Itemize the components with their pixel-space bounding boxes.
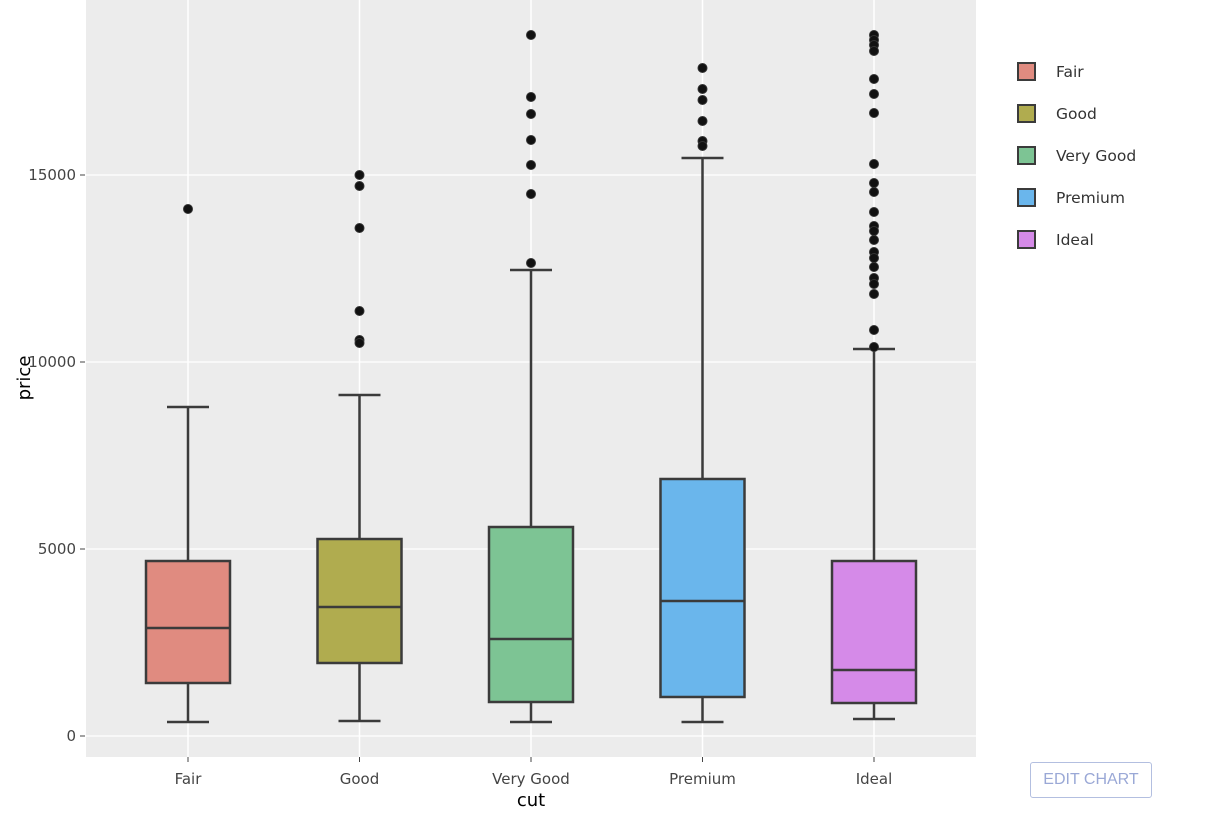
outlier-point bbox=[526, 30, 536, 41]
legend-item-premium[interactable]: Premium bbox=[1017, 188, 1125, 207]
outlier-point bbox=[697, 62, 708, 73]
outlier-point bbox=[526, 160, 536, 171]
y-axis-title: price bbox=[14, 356, 35, 401]
outlier-point bbox=[526, 258, 536, 269]
outlier-point bbox=[697, 95, 708, 106]
outlier-point bbox=[526, 91, 536, 102]
x-axis-title: cut bbox=[517, 790, 545, 811]
outlier-point bbox=[869, 278, 879, 289]
outlier-point bbox=[869, 107, 879, 118]
outlier-point bbox=[869, 262, 879, 273]
box-iqr bbox=[487, 525, 575, 704]
y-tick-label: 15000 bbox=[28, 166, 76, 184]
legend-swatch bbox=[1017, 188, 1036, 207]
outlier-point bbox=[869, 73, 879, 84]
outlier-point bbox=[869, 252, 879, 263]
y-tick-label: 10000 bbox=[28, 353, 76, 371]
outlier-point bbox=[869, 289, 879, 300]
x-tick-label: Premium bbox=[669, 770, 736, 788]
x-tick-label: Good bbox=[340, 770, 380, 788]
outlier-point bbox=[354, 222, 365, 233]
legend-swatch bbox=[1017, 146, 1036, 165]
outlier-point bbox=[869, 159, 879, 170]
legend-item-fair[interactable]: Fair bbox=[1017, 62, 1084, 81]
x-axis: Fair Good Very Good Premium Ideal bbox=[175, 757, 893, 788]
outlier-point bbox=[526, 134, 536, 145]
legend-label: Good bbox=[1056, 105, 1097, 123]
outlier-point bbox=[354, 180, 365, 191]
legend-label: Premium bbox=[1056, 189, 1125, 207]
box-iqr bbox=[659, 477, 746, 699]
outlier-point bbox=[869, 342, 879, 353]
outlier-point bbox=[526, 188, 536, 199]
y-tick-label: 0 bbox=[66, 727, 76, 745]
box-iqr bbox=[316, 537, 403, 665]
outlier-point bbox=[354, 305, 365, 316]
x-tick-label: Fair bbox=[175, 770, 203, 788]
outlier-point bbox=[526, 109, 536, 120]
outlier-point bbox=[354, 170, 365, 180]
outlier-point bbox=[869, 206, 879, 217]
box-ideal[interactable] bbox=[830, 30, 918, 721]
legend-label: Fair bbox=[1056, 63, 1084, 81]
edit-chart-button[interactable]: EDIT CHART bbox=[1030, 762, 1152, 798]
outlier-point bbox=[354, 338, 365, 349]
outlier-point bbox=[697, 115, 708, 126]
box-series bbox=[144, 30, 918, 724]
box-very-good[interactable] bbox=[487, 30, 575, 724]
legend: Fair Good Very Good Premium Ideal bbox=[1017, 62, 1136, 249]
outlier-point bbox=[697, 141, 708, 152]
outlier-point bbox=[183, 203, 193, 214]
outlier-point bbox=[869, 88, 879, 99]
x-tick-label: Ideal bbox=[856, 770, 893, 788]
outlier-point bbox=[697, 84, 708, 95]
box-good[interactable] bbox=[316, 170, 403, 723]
box-iqr bbox=[830, 559, 918, 705]
legend-label: Very Good bbox=[1056, 147, 1136, 165]
box-fair[interactable] bbox=[144, 203, 232, 724]
legend-label: Ideal bbox=[1056, 231, 1094, 249]
outlier-point bbox=[869, 187, 879, 198]
outlier-point bbox=[869, 45, 879, 56]
box-premium[interactable] bbox=[659, 62, 746, 724]
legend-swatch bbox=[1017, 104, 1036, 123]
legend-swatch bbox=[1017, 62, 1036, 81]
y-tick-label: 5000 bbox=[38, 540, 76, 558]
legend-item-good[interactable]: Good bbox=[1017, 104, 1097, 123]
outlier-point bbox=[869, 324, 879, 335]
legend-item-very-good[interactable]: Very Good bbox=[1017, 146, 1136, 165]
outlier-point bbox=[869, 178, 879, 189]
legend-swatch bbox=[1017, 230, 1036, 249]
outlier-point bbox=[869, 225, 879, 236]
legend-item-ideal[interactable]: Ideal bbox=[1017, 230, 1094, 249]
outlier-point bbox=[869, 235, 879, 246]
y-axis: 0 5000 10000 15000 bbox=[28, 166, 85, 745]
box-iqr bbox=[144, 559, 232, 685]
x-tick-label: Very Good bbox=[492, 770, 570, 788]
